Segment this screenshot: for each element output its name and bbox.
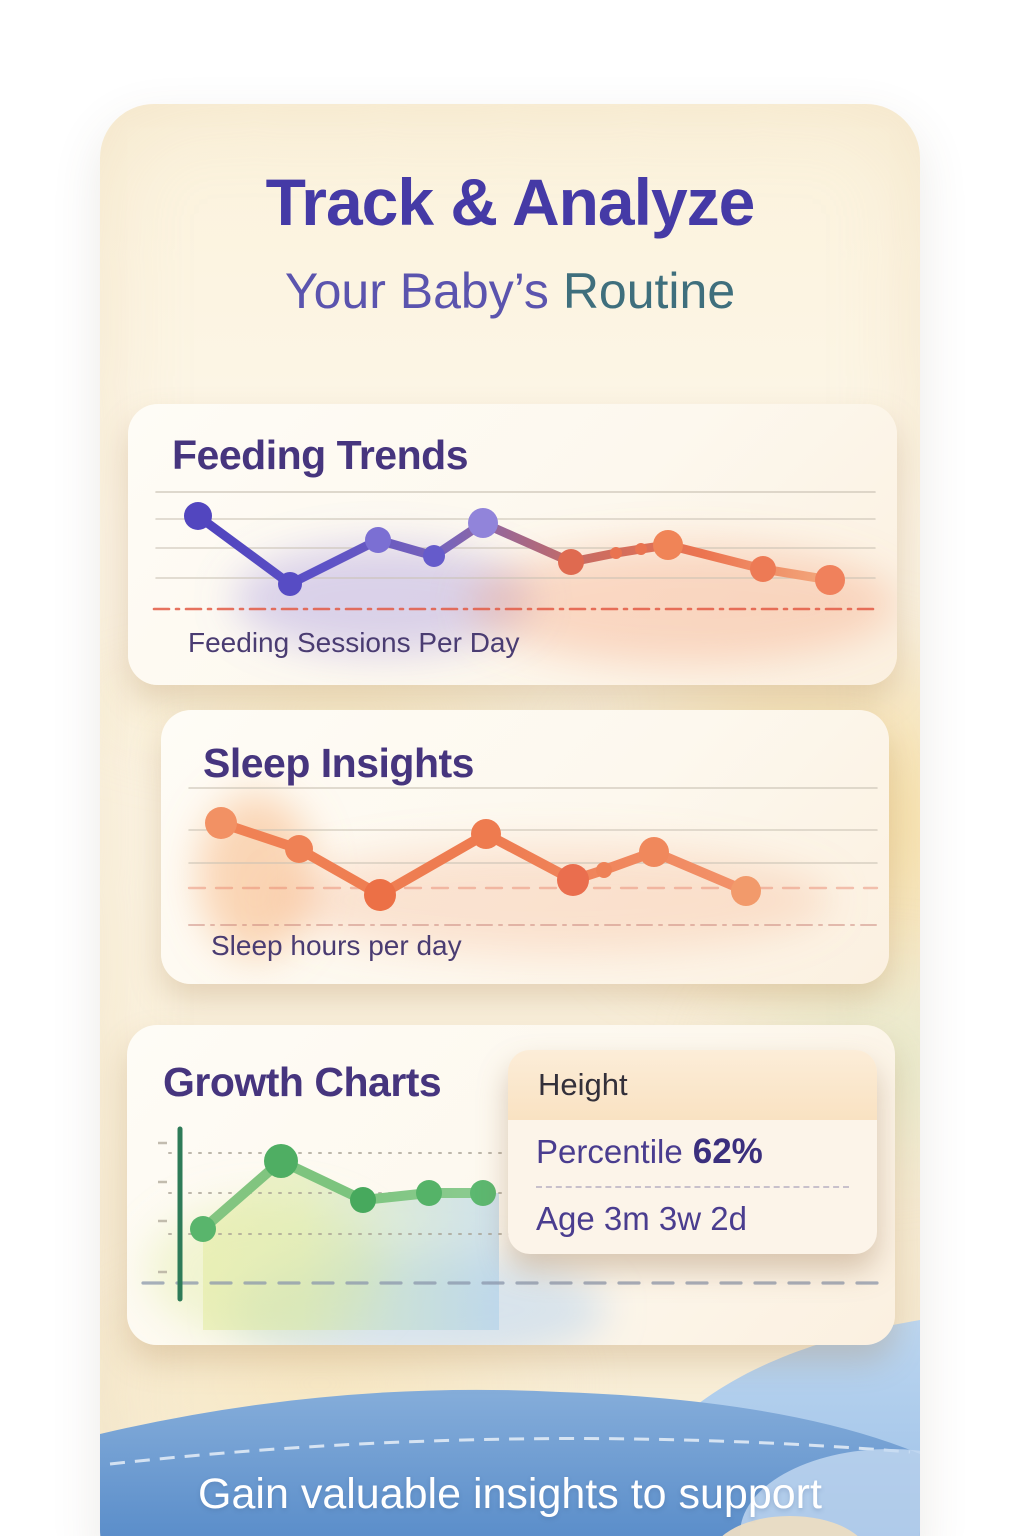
sleep-card-title: Sleep Insights bbox=[203, 740, 474, 786]
growth-card-title: Growth Charts bbox=[163, 1059, 442, 1105]
phone-card: Track & Analyze Your Baby’s Routine Feed… bbox=[100, 104, 920, 1536]
panel-separator bbox=[536, 1186, 849, 1188]
height-panel-header: Height bbox=[508, 1050, 877, 1120]
percentile-label: Percentile bbox=[536, 1133, 683, 1170]
footer-tagline: Gain valuable insights to support bbox=[198, 1470, 822, 1518]
percentile-row: Percentile 62% bbox=[536, 1132, 849, 1172]
growth-charts-card: Growth Charts Height Percentile 62% Age 3… bbox=[127, 1025, 895, 1345]
sleep-card-caption: Sleep hours per day bbox=[211, 930, 462, 961]
page-subtitle: Your Baby’s Routine bbox=[100, 262, 920, 320]
feeding-card-caption: Feeding Sessions Per Day bbox=[188, 627, 520, 658]
age-row: Age 3m 3w 2d bbox=[536, 1200, 747, 1237]
subtitle-routine: Routine bbox=[562, 263, 736, 319]
bottom-cream-shape bbox=[722, 1516, 858, 1536]
sleep-insights-card: Sleep Insights Sleep hours per day bbox=[161, 710, 889, 984]
subtitle-your-babys: Your Baby’s bbox=[284, 263, 563, 319]
feeding-card-title: Feeding Trends bbox=[172, 432, 469, 478]
percentile-value: 62% bbox=[692, 1132, 763, 1171]
height-panel-body: Percentile 62% Age 3m 3w 2d bbox=[508, 1120, 877, 1238]
dashed-arc bbox=[109, 1437, 911, 1466]
page-title: Track & Analyze bbox=[265, 165, 756, 239]
feeding-trends-card: Feeding Trends Feeding Sessions Per Day bbox=[128, 404, 897, 685]
height-info-panel: Height Percentile 62% Age 3m 3w 2d bbox=[508, 1050, 877, 1254]
